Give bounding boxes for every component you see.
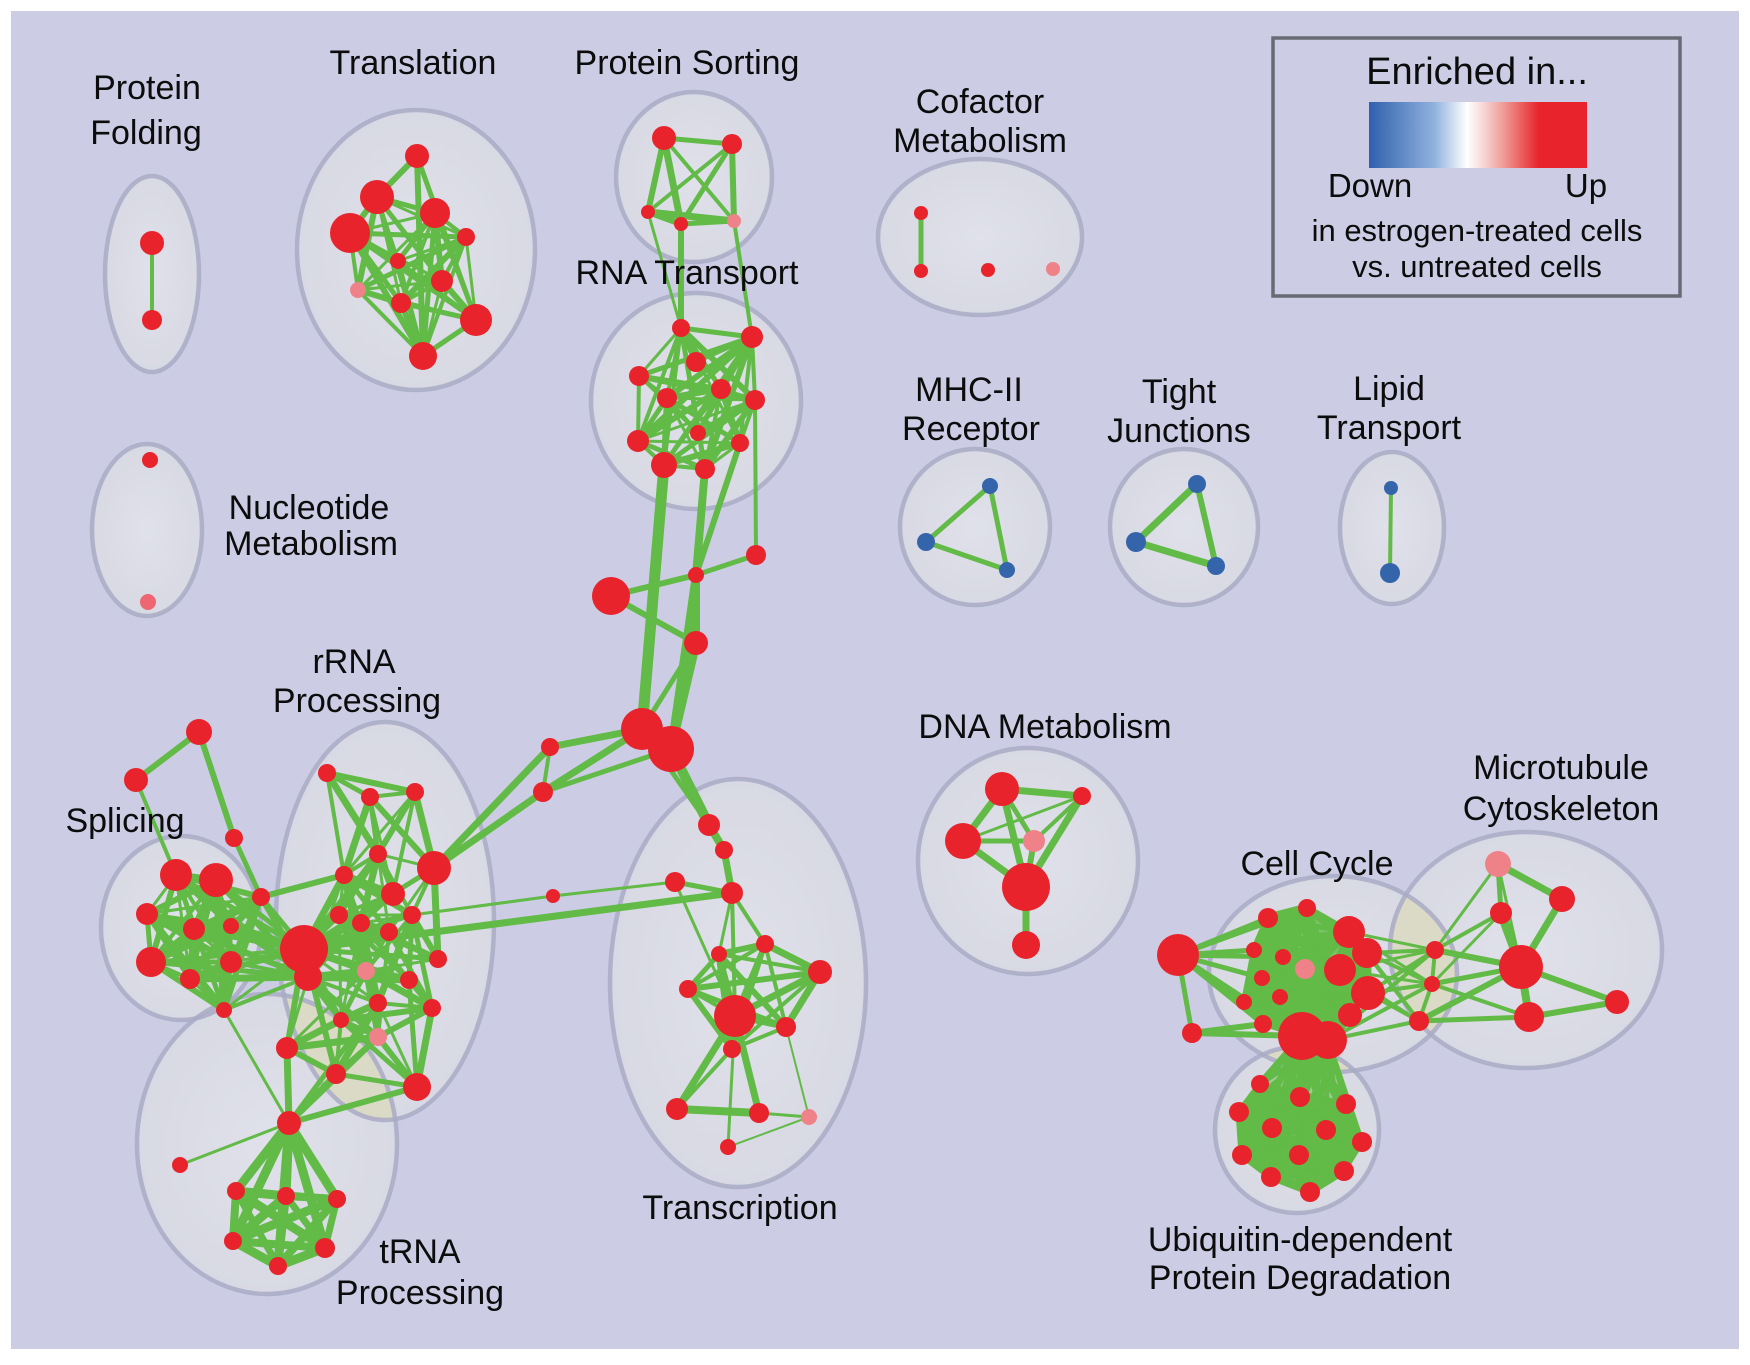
svg-text:Metabolism: Metabolism [893,122,1067,160]
svg-text:Nucleotide: Nucleotide [229,489,390,527]
svg-text:vs. untreated cells: vs. untreated cells [1352,249,1602,284]
svg-text:Processing: Processing [273,682,441,720]
svg-text:Up: Up [1565,167,1607,204]
svg-text:Tight: Tight [1142,373,1217,411]
svg-text:Metabolism: Metabolism [224,525,398,563]
svg-text:rRNA: rRNA [312,643,395,681]
svg-text:MHC-II: MHC-II [915,371,1023,409]
svg-text:Ubiquitin-dependent: Ubiquitin-dependent [1148,1221,1453,1259]
svg-text:Cofactor: Cofactor [916,83,1045,121]
svg-text:Enriched in...: Enriched in... [1366,51,1588,93]
svg-text:Cell Cycle: Cell Cycle [1240,845,1393,883]
svg-text:Junctions: Junctions [1107,412,1251,450]
svg-text:Lipid: Lipid [1353,370,1425,408]
svg-text:Down: Down [1328,167,1412,204]
svg-text:RNA Transport: RNA Transport [576,254,800,292]
svg-text:Folding: Folding [90,114,202,152]
svg-text:Cytoskeleton: Cytoskeleton [1463,790,1660,828]
svg-text:Protein: Protein [93,69,201,107]
svg-text:Microtubule: Microtubule [1473,749,1649,787]
svg-text:tRNA: tRNA [379,1233,461,1271]
svg-text:Processing: Processing [336,1274,504,1312]
svg-text:Protein Degradation: Protein Degradation [1149,1259,1451,1297]
svg-text:Splicing: Splicing [65,802,184,840]
svg-text:Transport: Transport [1317,409,1462,447]
svg-text:Protein Sorting: Protein Sorting [575,44,800,82]
svg-text:DNA Metabolism: DNA Metabolism [918,708,1171,746]
svg-text:Receptor: Receptor [902,410,1040,448]
svg-text:Translation: Translation [330,44,497,82]
svg-text:Transcription: Transcription [642,1189,837,1227]
svg-text:in estrogen-treated cells: in estrogen-treated cells [1312,213,1643,248]
